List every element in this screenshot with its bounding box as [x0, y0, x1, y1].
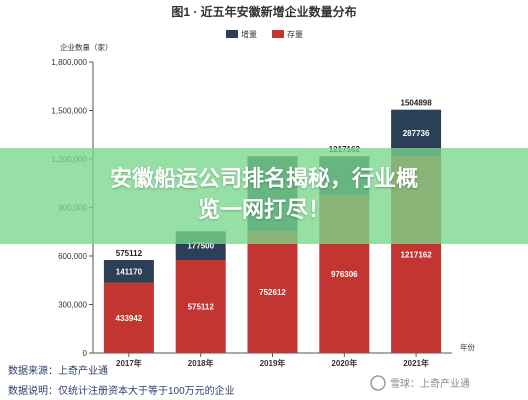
watermark-text: 雪球：上奇产业通: [390, 377, 470, 390]
bar-total-label: 1504898: [401, 99, 433, 108]
x-tick-label: 2018年: [188, 358, 214, 368]
y-axis-label: 企业数量（家）: [60, 42, 113, 52]
bar-increment: [103, 260, 154, 283]
bar-increment-label: 287736: [403, 129, 430, 138]
data-source-note: 数据来源：上奇产业通: [8, 364, 108, 377]
bar-stock-label: 976306: [331, 270, 358, 279]
overlay-banner: [0, 148, 528, 244]
x-tick-label: 2021年: [403, 358, 429, 368]
bar-increment-label: 177500: [187, 242, 214, 251]
overlay-headline-line-1: 安徽船运公司排名揭秘，行业概: [109, 167, 418, 192]
bar-total-label: 575112: [116, 249, 143, 258]
x-tick-label: 2017年: [116, 358, 142, 368]
x-tick-label: 2019年: [260, 358, 286, 368]
legend-label-stock: 存量: [287, 29, 303, 39]
watermark-logo-icon: [370, 375, 386, 391]
y-tick-label: 1,800,000: [51, 58, 87, 67]
legend: 增量 存量: [226, 29, 303, 39]
y-tick-label: 300,000: [58, 301, 87, 310]
y-tick-label: 600,000: [58, 252, 87, 261]
bar-stock: [103, 282, 154, 353]
chart-title: 图1 · 近五年安徽新增企业数量分布: [171, 4, 356, 19]
bar-stock-label: 433942: [116, 314, 143, 323]
overlay-headline-line-2: 览一网打尽！: [197, 198, 330, 223]
legend-swatch-increment: [226, 30, 238, 38]
data-explanation-note: 数据说明：仅统计注册资本大于等于100万元的企业: [8, 384, 235, 397]
bar-increment-label: 141170: [116, 267, 143, 276]
y-tick-label: 1,500,000: [51, 107, 87, 116]
bar-stock: [247, 231, 298, 353]
x-tick-label: 2020年: [331, 358, 357, 368]
legend-label-increment: 增量: [241, 29, 257, 39]
x-ticks: 2017年 2018年 2019年 2020年 2021年: [116, 353, 429, 368]
bar-stock-label: 1217162: [401, 251, 433, 260]
watermark: 雪球：上奇产业通: [370, 375, 470, 391]
overlay-headline[interactable]: 安徽船运公司排名揭秘，行业概 览一网打尽！: [40, 164, 488, 226]
legend-swatch-stock: [272, 30, 284, 38]
bar-stock: [175, 260, 226, 353]
bar-stock-label: 752612: [259, 288, 286, 297]
y-tick-label: 0: [83, 349, 88, 358]
x-axis-label: 年份: [460, 342, 475, 352]
bar-stock-label: 575112: [188, 303, 215, 312]
